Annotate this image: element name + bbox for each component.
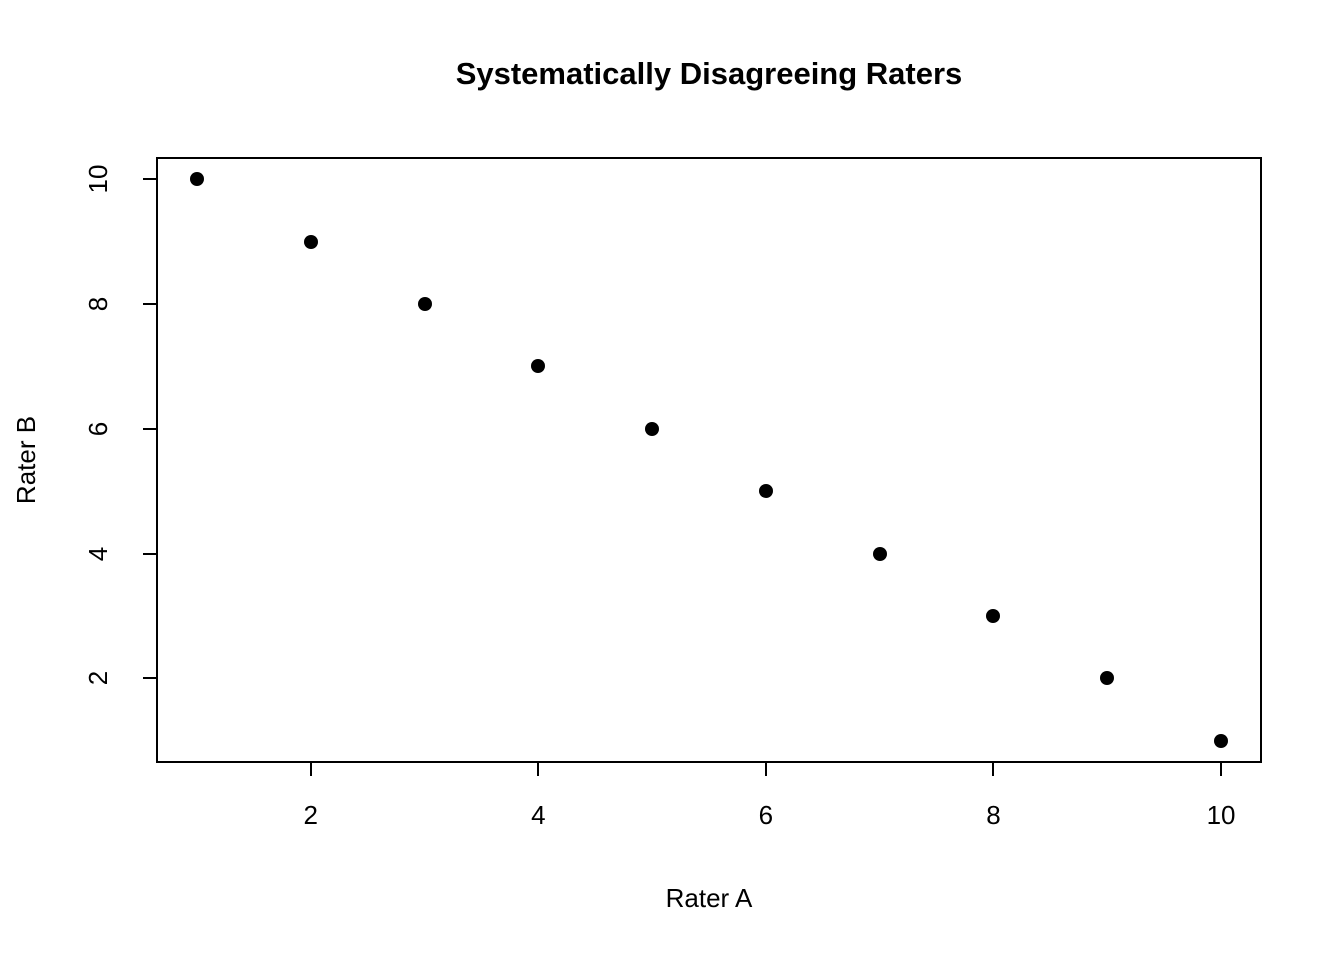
y-axis-tick-label: 2 (83, 670, 113, 686)
x-axis-tick (1220, 763, 1223, 776)
data-point (189, 172, 204, 187)
y-axis-tick-label: 8 (83, 296, 113, 312)
x-axis-tick (537, 763, 540, 776)
data-point (758, 484, 773, 499)
x-axis-tick (764, 763, 767, 776)
x-axis-tick-label: 10 (1206, 800, 1236, 830)
y-axis-tick (143, 552, 156, 555)
x-axis-tick-label: 2 (303, 800, 318, 830)
data-point (986, 608, 1001, 623)
data-point (645, 421, 660, 436)
data-point (417, 297, 432, 312)
x-axis-title: Rater A (665, 883, 753, 913)
x-axis-tick (309, 763, 312, 776)
y-axis-tick (143, 178, 156, 181)
plot-border (156, 157, 1262, 763)
data-point (1100, 671, 1115, 686)
y-axis-title: Rater B (11, 415, 41, 505)
x-axis-tick-label: 4 (531, 800, 546, 830)
y-axis-tick-label: 4 (83, 546, 113, 561)
chart-title: Systematically Disagreeing Raters (455, 56, 963, 91)
y-axis-tick-label: 10 (83, 164, 113, 194)
data-point (1214, 733, 1229, 748)
plot-area: 2 4 6 8 10 2 4 6 8 10 (83, 157, 1262, 828)
data-point (872, 546, 887, 561)
y-axis-tick (143, 303, 156, 306)
data-point (531, 359, 546, 374)
y-axis-tick (143, 677, 156, 680)
data-point (303, 234, 318, 249)
y-axis-tick (143, 427, 156, 430)
x-axis-tick-label: 8 (986, 800, 1001, 830)
y-axis-tick-label: 6 (83, 421, 113, 437)
x-axis-tick (992, 763, 995, 776)
x-axis-tick-label: 6 (758, 800, 774, 830)
